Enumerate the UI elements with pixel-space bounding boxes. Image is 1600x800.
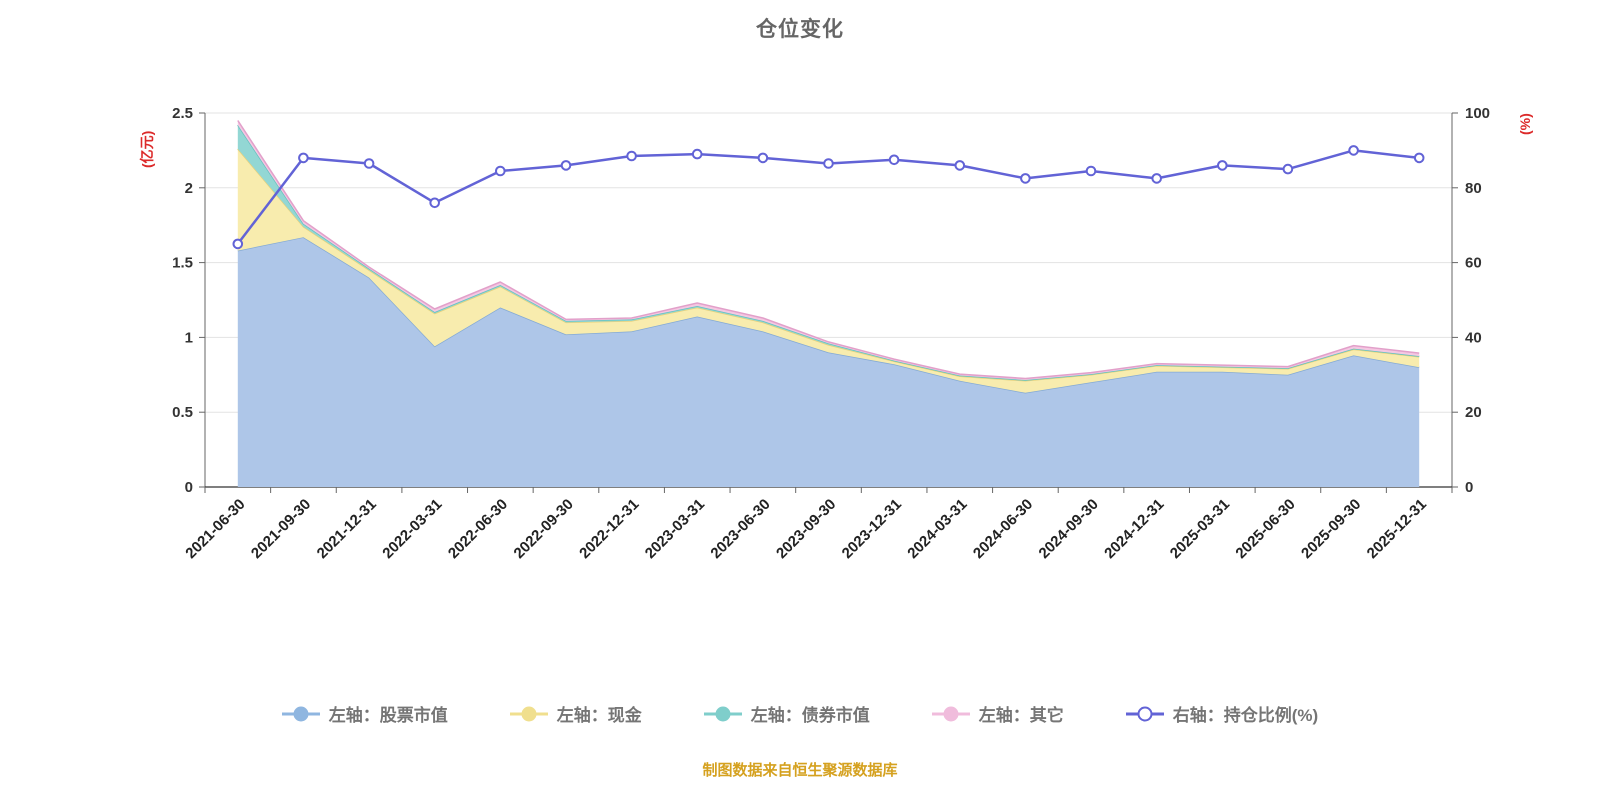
legend-marker-bond-icon bbox=[703, 706, 742, 721]
chart-title: 仓位变化 bbox=[756, 18, 844, 41]
position-ratio-marker bbox=[1217, 160, 1228, 171]
position-ratio-marker bbox=[1020, 173, 1031, 184]
legend-marker-cash-icon bbox=[509, 706, 548, 721]
y-axis-label-left: 0.5 bbox=[172, 404, 193, 421]
position-ratio-marker bbox=[954, 160, 966, 171]
x-axis-label: 2022-12-31 bbox=[576, 496, 642, 562]
x-axis-label: 2024-09-30 bbox=[1036, 496, 1102, 562]
position-ratio-marker bbox=[1085, 165, 1097, 177]
y-axis-label-left: 1 bbox=[185, 329, 193, 346]
x-axis-label: 2025-03-31 bbox=[1167, 496, 1233, 562]
y-axis-label-right: 60 bbox=[1465, 255, 1482, 272]
y-axis-label-left: 2.5 bbox=[172, 105, 193, 122]
right-axis-unit-label: (%) bbox=[1517, 113, 1533, 135]
position-ratio-marker bbox=[1151, 173, 1162, 184]
x-axis-label: 2022-06-30 bbox=[445, 496, 511, 562]
data-source-note: 制图数据来自恒生聚源数据库 bbox=[702, 762, 898, 779]
x-axis-label: 2021-06-30 bbox=[182, 496, 248, 562]
legend-label: 左轴：其它 bbox=[978, 706, 1064, 725]
y-axis-label-left: 2 bbox=[185, 180, 193, 197]
position-ratio-marker bbox=[823, 158, 834, 169]
stacked-area-edge-other bbox=[237, 120, 1420, 380]
x-axis-label: 2025-09-30 bbox=[1298, 496, 1364, 562]
x-axis-label: 2023-06-30 bbox=[707, 496, 773, 562]
legend-item-bond[interactable]: 左轴：债券市值 bbox=[703, 701, 870, 726]
x-axis-label: 2023-09-30 bbox=[773, 496, 839, 562]
legend-label: 左轴：现金 bbox=[556, 706, 642, 725]
y-axis-label-right: 20 bbox=[1465, 404, 1482, 421]
position-ratio-marker bbox=[757, 152, 769, 164]
position-ratio-marker bbox=[298, 152, 309, 164]
x-axis-label: 2022-09-30 bbox=[511, 496, 577, 562]
position-ratio-marker bbox=[626, 150, 637, 162]
legend-label: 右轴：持仓比例(%) bbox=[1172, 706, 1319, 725]
position-ratio-marker bbox=[888, 154, 900, 166]
legend-marker-ratio-icon bbox=[1125, 706, 1164, 721]
x-axis-label: 2025-06-30 bbox=[1232, 496, 1298, 562]
legend-item-stock[interactable]: 左轴：股票市值 bbox=[281, 701, 448, 726]
x-axis-label: 2024-12-31 bbox=[1101, 496, 1167, 562]
legend-item-other[interactable]: 左轴：其它 bbox=[931, 701, 1064, 726]
legend-marker-stock-icon bbox=[281, 706, 320, 721]
y-axis-label-right: 100 bbox=[1465, 105, 1490, 122]
x-axis-label: 2023-12-31 bbox=[839, 496, 905, 562]
x-axis-label: 2021-09-30 bbox=[248, 496, 314, 562]
legend: 左轴：股票市值 左轴：现金 左轴：债券市值 左轴：其它 右轴：持仓比例(%) bbox=[0, 701, 1600, 726]
y-axis-label-right: 40 bbox=[1465, 329, 1482, 346]
position-ratio-marker bbox=[1348, 145, 1359, 156]
position-ratio-marker bbox=[363, 158, 375, 169]
legend-label: 左轴：债券市值 bbox=[750, 706, 870, 725]
x-axis-label: 2024-06-30 bbox=[970, 496, 1036, 562]
position-ratio-marker bbox=[691, 148, 703, 160]
y-axis-label-left: 0 bbox=[185, 479, 193, 496]
legend-item-cash[interactable]: 左轴：现金 bbox=[509, 701, 642, 726]
x-axis-label: 2024-03-31 bbox=[904, 496, 970, 562]
stacked-area-cash bbox=[237, 148, 1420, 393]
x-axis-label: 2023-03-31 bbox=[642, 496, 708, 562]
position-ratio-marker bbox=[495, 165, 506, 177]
x-axis-label: 2022-03-31 bbox=[379, 496, 445, 562]
position-ratio-marker bbox=[232, 238, 244, 250]
y-axis-label-right: 0 bbox=[1465, 479, 1473, 496]
x-axis-label: 2021-12-31 bbox=[314, 496, 380, 562]
position-ratio-marker bbox=[429, 197, 441, 209]
x-axis-label: 2025-12-31 bbox=[1364, 496, 1430, 562]
position-ratio-marker bbox=[560, 160, 572, 171]
stacked-area-stock bbox=[237, 237, 1420, 487]
left-axis-unit-label: (亿元) bbox=[139, 131, 155, 168]
legend-marker-other-icon bbox=[931, 706, 970, 721]
y-axis-label-right: 80 bbox=[1465, 180, 1482, 197]
position-ratio-marker bbox=[1282, 163, 1294, 175]
position-ratio-marker bbox=[1413, 152, 1425, 164]
legend-label: 左轴：股票市值 bbox=[328, 706, 448, 725]
y-axis-label-left: 1.5 bbox=[172, 255, 193, 272]
legend-item-ratio[interactable]: 右轴：持仓比例(%) bbox=[1125, 701, 1319, 726]
